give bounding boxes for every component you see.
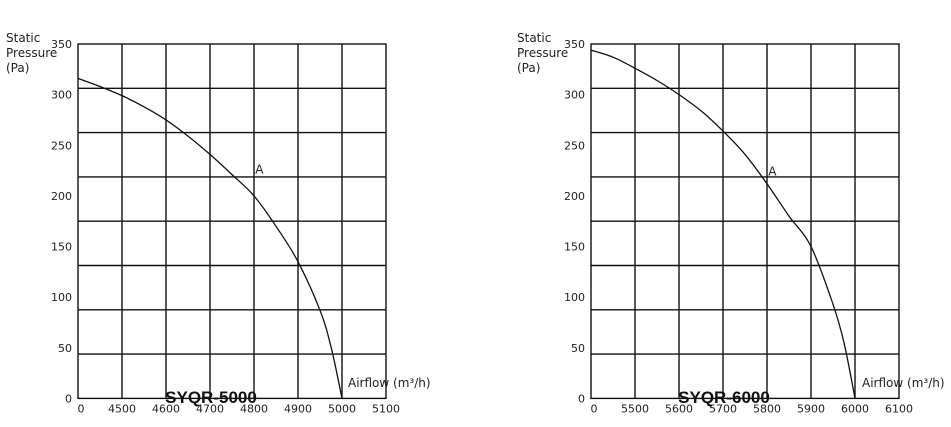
y-tick-label: 200 — [51, 190, 72, 203]
plot-frame — [590, 43, 900, 400]
curve-point-label: A — [255, 163, 264, 177]
y-axis-label: Pressure — [517, 46, 568, 60]
y-axis-label: (Pa) — [6, 61, 29, 75]
y-axis-label: (Pa) — [517, 61, 540, 75]
curve-point-label: A — [768, 165, 777, 179]
chart-syqr-6000: 0 50 100 150 200 250 300 350 0 5500 5600 5700 5800 59… — [517, 31, 945, 415]
y-tick-label: 300 — [564, 89, 585, 102]
plot-frame — [77, 43, 387, 400]
x-tick-label: 0 — [78, 402, 85, 415]
x-tick-label: 5500 — [621, 402, 649, 415]
y-tick-label: 300 — [51, 89, 72, 102]
y-axis-label: Pressure — [6, 46, 57, 60]
x-tick-label: 4600 — [152, 402, 180, 415]
y-tick-label: 350 — [51, 38, 72, 51]
x-tick-label: 6100 — [885, 402, 913, 415]
y-tick-label: 150 — [51, 241, 72, 254]
chart-syqr-5000: 0 50 100 150 200 250 300 350 0 4500 4600 4700 4800 49… — [6, 31, 431, 415]
y-tick-label: 50 — [571, 342, 585, 355]
x-tick-label: 4900 — [284, 402, 312, 415]
y-tick-label: 350 — [564, 38, 585, 51]
x-tick-label: 5600 — [665, 402, 693, 415]
y-tick-label: 200 — [564, 190, 585, 203]
x-tick-label: 4700 — [196, 402, 224, 415]
x-tick-label: 4800 — [240, 402, 268, 415]
x-tick-label: 4500 — [108, 402, 136, 415]
x-tick-label: 6000 — [841, 402, 869, 415]
x-tick-label: 5000 — [328, 402, 356, 415]
x-axis-label: Airflow (m³/h) — [348, 376, 431, 390]
x-tick-label: 5900 — [797, 402, 825, 415]
y-tick-label: 100 — [51, 291, 72, 304]
y-tick-label: 150 — [564, 241, 585, 254]
x-axis-label: Airflow (m³/h) — [862, 376, 945, 390]
x-tick-label: 0 — [591, 402, 598, 415]
y-tick-label: 0 — [578, 392, 585, 405]
performance-curve — [77, 77, 343, 399]
y-axis-label: Static — [6, 31, 40, 45]
chart-title: SYQR-6000 — [678, 388, 770, 407]
x-tick-label: 5700 — [709, 402, 737, 415]
chart-title: SYQR-5000 — [165, 388, 257, 407]
y-tick-label: 100 — [564, 291, 585, 304]
y-tick-label: 50 — [58, 342, 72, 355]
y-axis-label: Static — [517, 31, 551, 45]
x-tick-label: 5800 — [753, 402, 781, 415]
y-tick-label: 0 — [65, 392, 72, 405]
y-tick-label: 250 — [564, 139, 585, 152]
x-tick-label: 5100 — [372, 402, 400, 415]
performance-curve — [590, 49, 856, 399]
y-tick-label: 250 — [51, 139, 72, 152]
